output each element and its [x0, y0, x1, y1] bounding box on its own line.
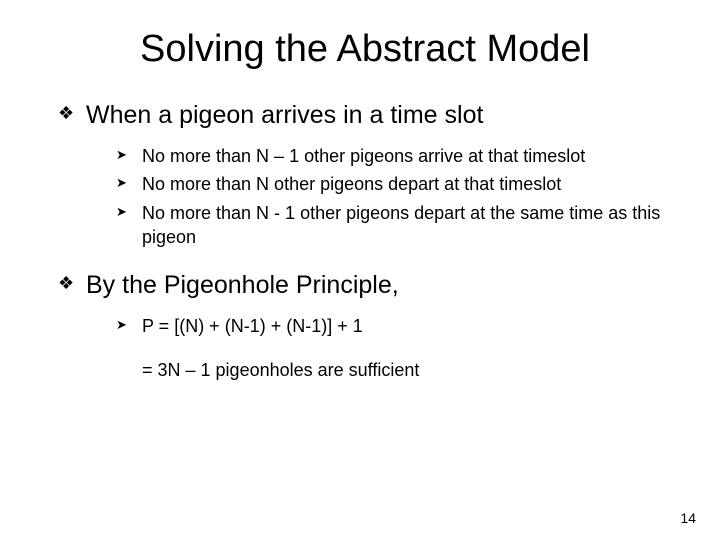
sublist-2: P = [(N) + (N-1) + (N-1)] + 1 [86, 314, 680, 338]
bullet-1: When a pigeon arrives in a time slot No … [58, 101, 680, 249]
page-number: 14 [680, 510, 696, 526]
sublist-1: No more than N – 1 other pigeons arrive … [86, 144, 680, 249]
bullet-2: By the Pigeonhole Principle, P = [(N) + … [58, 271, 680, 381]
bullet-list: When a pigeon arrives in a time slot No … [50, 101, 680, 381]
bullet-1-text: When a pigeon arrives in a time slot [86, 101, 483, 129]
bullet-2-text: By the Pigeonhole Principle, [86, 271, 399, 299]
slide-title: Solving the Abstract Model [50, 28, 680, 71]
formula-continuation: = 3N – 1 pigeonholes are sufficient [142, 360, 680, 381]
sub-bullet-1a: No more than N – 1 other pigeons arrive … [116, 144, 680, 168]
sub-bullet-2a: P = [(N) + (N-1) + (N-1)] + 1 [116, 314, 680, 338]
sub-bullet-1b: No more than N other pigeons depart at t… [116, 172, 680, 196]
slide: Solving the Abstract Model When a pigeon… [0, 0, 720, 540]
sub-bullet-1c: No more than N - 1 other pigeons depart … [116, 201, 680, 250]
